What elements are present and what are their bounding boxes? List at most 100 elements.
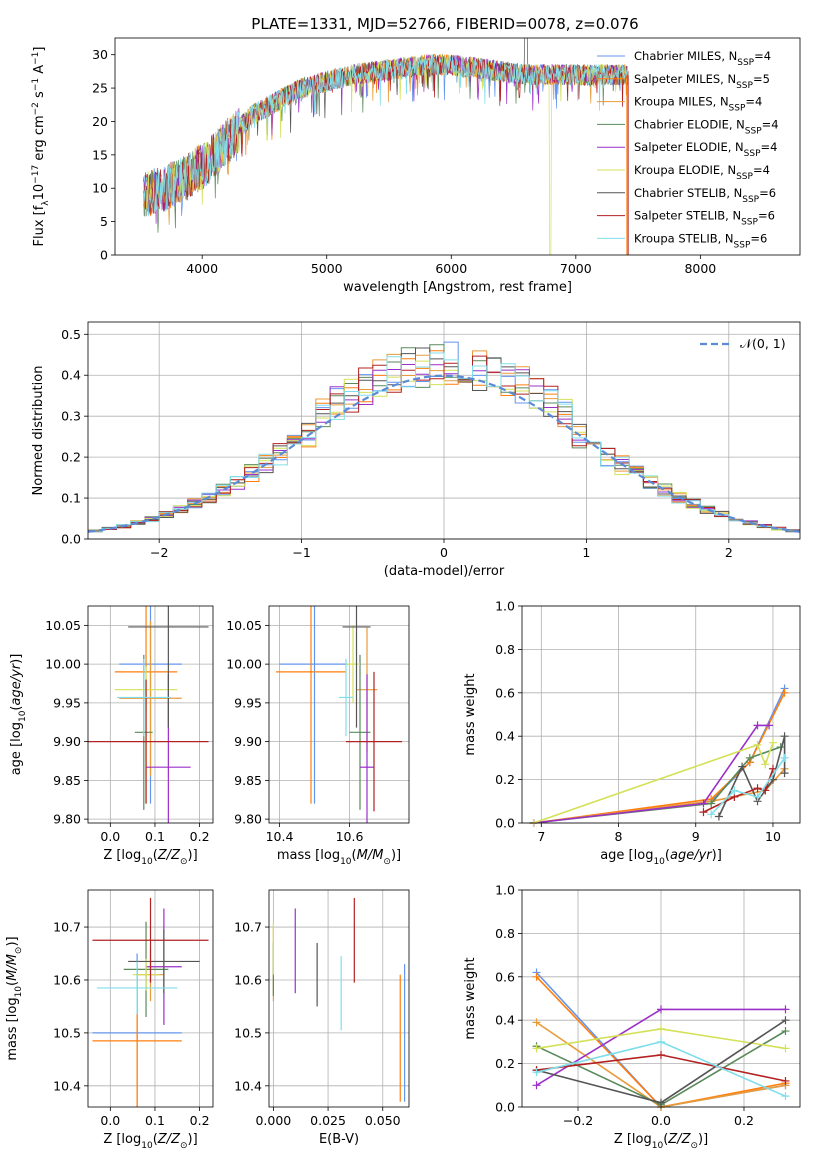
panel-spectrum: 4000 5000 6000 7000 8000 0 5 10 15 20 25 30 waveleng… xyxy=(31,37,801,295)
x-tick-label: 0.1 xyxy=(145,1113,165,1128)
marker-point xyxy=(532,972,541,981)
x-tick-label: 0.000 xyxy=(255,1113,291,1128)
axes-frame xyxy=(521,605,801,824)
marker-point xyxy=(780,732,789,741)
marker-point xyxy=(768,738,777,747)
y-tick-label: 0.2 xyxy=(495,772,515,787)
y-tick-label: 10.5 xyxy=(234,1025,262,1040)
marker-point xyxy=(699,808,708,817)
x-tick-label: 5000 xyxy=(311,261,343,276)
x-axis-label: Z [log10(Z/Z⊙)] xyxy=(614,1132,708,1151)
x-tick-label: 0.050 xyxy=(365,1113,401,1128)
x-axis-label: mass [log10(M/M⊙)] xyxy=(277,848,401,867)
marker-point xyxy=(780,753,789,762)
y-tick-label: 10.6 xyxy=(53,972,81,987)
marker-point xyxy=(657,1005,665,1014)
marker-point xyxy=(780,769,789,778)
y-tick-label: 30 xyxy=(92,47,108,62)
error-bar-4 xyxy=(360,674,374,823)
marker-point xyxy=(657,1024,665,1033)
y-tick-label: 9.95 xyxy=(234,695,262,710)
y-tick-label: 0.8 xyxy=(495,642,515,657)
y-tick-label: 9.85 xyxy=(234,773,262,788)
legend-label: Chabrier ELODIE, NSSP=4 xyxy=(634,117,779,136)
marker-point xyxy=(707,810,716,819)
marker-point xyxy=(532,1018,541,1027)
y-tick-label: 0.8 xyxy=(495,926,515,941)
marker-point xyxy=(738,762,747,771)
marker-point xyxy=(753,784,762,793)
y-tick-label: 10.7 xyxy=(53,920,81,935)
x-axis-label: Z [log10(Z/Z⊙)] xyxy=(103,1132,197,1151)
marker-point xyxy=(657,1050,665,1059)
y-tick-label: 0.6 xyxy=(495,685,515,700)
y-tick-label: 0.0 xyxy=(495,816,515,831)
marker-point xyxy=(781,1076,790,1085)
marker-point xyxy=(707,799,716,808)
line-series-6 xyxy=(718,735,786,817)
x-tick-label: −0.2 xyxy=(563,1113,593,1128)
marker-point xyxy=(753,740,762,749)
y-tick-label: 0.2 xyxy=(61,450,81,465)
x-tick-label: 8000 xyxy=(684,261,716,276)
y-tick-label: 9.80 xyxy=(234,812,262,827)
y-tick-label: 0.4 xyxy=(495,1013,515,1028)
marker-point xyxy=(768,764,777,773)
y-tick-label: 10.00 xyxy=(45,657,81,672)
y-tick-label: 5 xyxy=(100,214,108,229)
x-tick-label: 0.2 xyxy=(190,1113,210,1128)
legend-label: Kroupa STELIB, NSSP=6 xyxy=(634,231,767,250)
x-axis-label: Z [log10(Z/Z⊙)] xyxy=(103,848,197,867)
panel-mass-vs-EBV: 0.000 0.025 0.050 10.4 10.5 10.6 10.7 E(B-V) xyxy=(234,889,410,1147)
y-tick-label: 10.4 xyxy=(53,1078,81,1093)
figure-title: PLATE=1331, MJD=52766, FIBERID=0078, z=0… xyxy=(251,15,638,33)
error-bar-8 xyxy=(117,658,171,737)
legend-label: Salpeter ELODIE, NSSP=4 xyxy=(634,140,777,159)
error-bar-2 xyxy=(119,620,182,776)
y-tick-label: 9.80 xyxy=(53,812,81,827)
legend-label: 𝒩(0, 1) xyxy=(740,336,786,351)
x-tick-label: −2 xyxy=(150,545,168,560)
legend-label: Salpeter STELIB, NSSP=6 xyxy=(634,209,775,228)
error-bar-6 xyxy=(342,606,371,728)
marker-point xyxy=(781,1092,790,1101)
y-tick-label: 9.90 xyxy=(53,734,81,749)
y-tick-label: 10.05 xyxy=(226,618,262,633)
y-axis-label: Flux [fλ10−17 erg cm−2 s−1 A−1] xyxy=(31,47,51,247)
x-tick-label: 10 xyxy=(765,829,781,844)
legend-spectrum: Chabrier MILES, NSSP=4 Salpeter MILES, NS… xyxy=(597,49,779,250)
error-bar-5 xyxy=(346,625,360,703)
marker-point xyxy=(781,1016,790,1025)
y-tick-label: 0.3 xyxy=(61,409,81,424)
marker-point xyxy=(657,1098,665,1107)
y-tick-label: 0.1 xyxy=(61,491,81,506)
x-tick-label: 0.0 xyxy=(651,1113,671,1128)
y-tick-label: 10.00 xyxy=(226,657,262,672)
marker-point xyxy=(781,1027,790,1036)
x-tick-label: 0.1 xyxy=(145,829,165,844)
histogram-series-8 xyxy=(88,352,800,534)
error-bar-7 xyxy=(346,671,402,812)
axes-frame xyxy=(268,605,410,824)
y-tick-label: 9.85 xyxy=(53,773,81,788)
y-tick-label: 10 xyxy=(92,181,108,196)
spectrum-series-8 xyxy=(143,54,629,217)
x-tick-label: 10.6 xyxy=(336,829,364,844)
marker-point xyxy=(765,721,774,730)
y-tick-label: 10.4 xyxy=(234,1078,262,1093)
marker-point xyxy=(753,721,762,730)
axes-frame xyxy=(87,321,801,540)
y-axis-label: age [log10(age/yr)] xyxy=(9,654,28,776)
marker-point xyxy=(781,1005,790,1014)
error-bar-0 xyxy=(279,606,350,804)
y-axis-label: mass weight xyxy=(463,957,478,1039)
x-axis-label: E(B-V) xyxy=(319,1132,359,1147)
y-tick-label: 25 xyxy=(92,81,108,96)
line-series-4 xyxy=(533,724,770,824)
x-axis-label: (data-model)/error xyxy=(384,564,505,579)
y-tick-label: 0.0 xyxy=(495,1100,515,1115)
y-tick-label: 1.0 xyxy=(495,883,515,898)
y-axis-label: mass weight xyxy=(463,673,478,755)
panel-age-vs-mass: 10.4 10.6 9.80 9.85 9.90 9.95 10.00 10.05 mass [… xyxy=(226,605,410,867)
x-tick-label: 2 xyxy=(725,545,733,560)
